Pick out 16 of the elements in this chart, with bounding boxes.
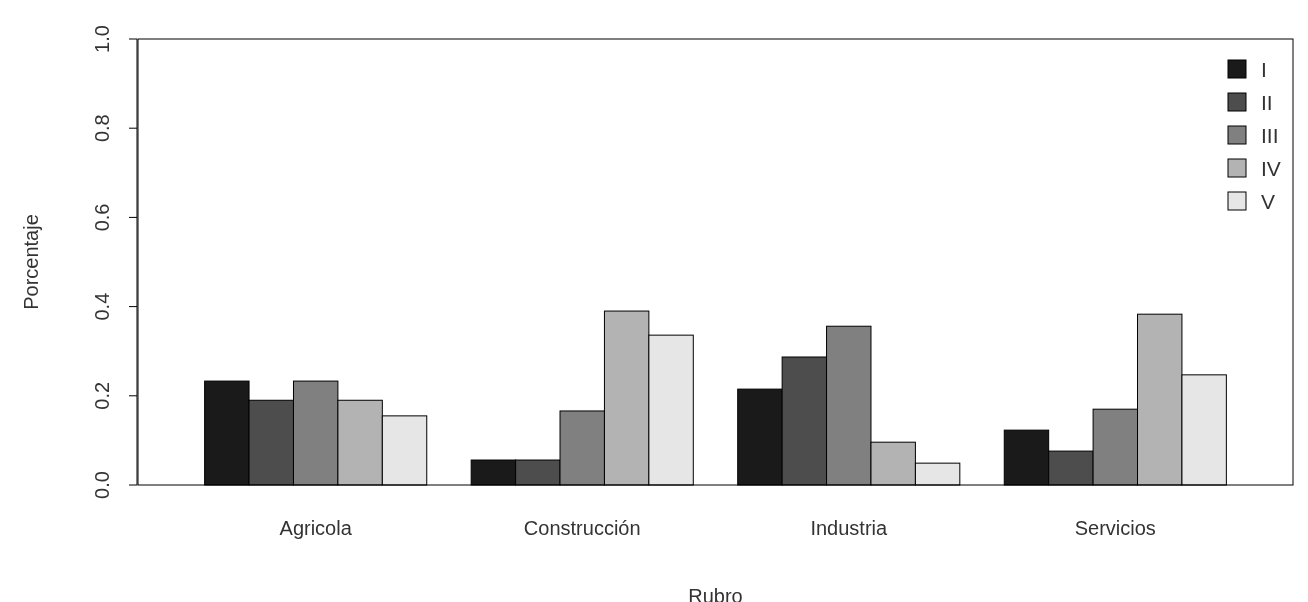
legend-label: III	[1261, 123, 1279, 147]
y-tick-label: 0.2	[91, 381, 113, 410]
y-tick-label: 0.6	[91, 203, 113, 232]
x-tick-label: Industria	[810, 517, 888, 539]
y-tick-label: 0.0	[91, 471, 113, 499]
y-axis-title: Porcentaje	[20, 214, 42, 310]
legend-label: II	[1261, 90, 1273, 114]
x-tick-label: Servicios	[1074, 517, 1156, 539]
legend-label: IV	[1261, 156, 1281, 180]
y-tick-label: 0.4	[91, 292, 113, 321]
legend-label: I	[1261, 57, 1267, 81]
x-tick-label: Construcción	[523, 517, 641, 539]
x-tick-label: Agricola	[279, 517, 353, 539]
legend-label: V	[1261, 189, 1276, 213]
y-tick-label: 0.8	[91, 114, 113, 143]
y-tick-label: 1.0	[91, 25, 113, 53]
